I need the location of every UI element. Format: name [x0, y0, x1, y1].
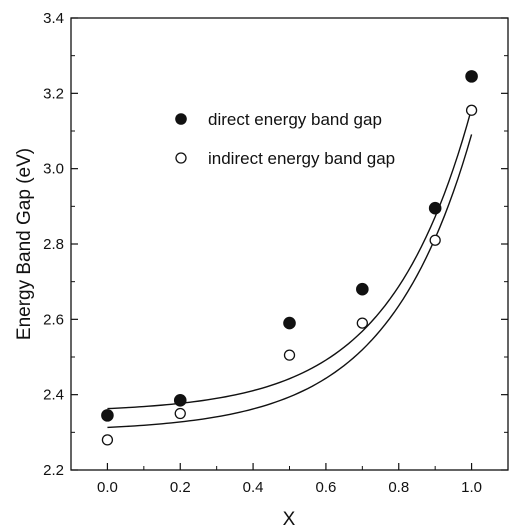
indirect-gap-point: [465, 104, 478, 116]
plot-frame: [70, 17, 509, 471]
indirect-gap-point: [283, 349, 296, 361]
direct-gap-point: [173, 394, 187, 407]
y-tick-label: 3.2: [43, 85, 64, 102]
indirect-gap-point: [101, 434, 114, 446]
y-tick-label: 2.4: [43, 387, 64, 404]
legend-label-indirect: indirect energy band gap: [208, 149, 395, 168]
indirect-gap-point: [356, 317, 368, 329]
x-tick-label: 0.6: [315, 479, 336, 496]
y-axis-title: Energy Band Gap (eV): [14, 148, 35, 340]
direct-gap-point: [101, 409, 114, 422]
x-tick-label: 1.0: [461, 479, 482, 496]
indirect-gap-point: [429, 234, 441, 246]
fit-curves: [107, 108, 473, 429]
y-tick-label: 2.6: [43, 311, 64, 328]
indirect-gap-point: [174, 407, 186, 420]
x-tick-label: 0.4: [243, 479, 264, 496]
direct-gap-point: [356, 282, 369, 296]
y-tick-label: 3.4: [43, 10, 64, 27]
y-tick-label: 2.2: [43, 462, 64, 479]
y-tick-label: 2.8: [43, 236, 64, 253]
x-tick-label: 0.8: [388, 479, 409, 496]
direct-gap-point: [465, 70, 478, 83]
fit-curve-indirect: [107, 134, 473, 429]
legend-label-direct: direct energy band gap: [208, 110, 382, 129]
data-points: [101, 70, 478, 446]
fit-curve-direct: [107, 108, 473, 410]
legend-marker-direct: [175, 113, 187, 125]
direct-gap-point: [428, 201, 442, 215]
direct-gap-point: [283, 316, 296, 330]
legend-marker-indirect: [175, 152, 187, 164]
legend: direct energy band gap indirect energy b…: [175, 110, 395, 168]
x-tick-label: 0.0: [97, 479, 118, 496]
axis-ticks: 0.0 0.2 0.4 0.6 0.8 1.0 2.2 2.4 2.6 2.8 3.0 3.2 3.4: [43, 10, 508, 496]
x-tick-label: 0.2: [170, 479, 191, 496]
y-tick-label: 3.0: [43, 161, 64, 178]
x-axis-title: X: [283, 509, 296, 530]
